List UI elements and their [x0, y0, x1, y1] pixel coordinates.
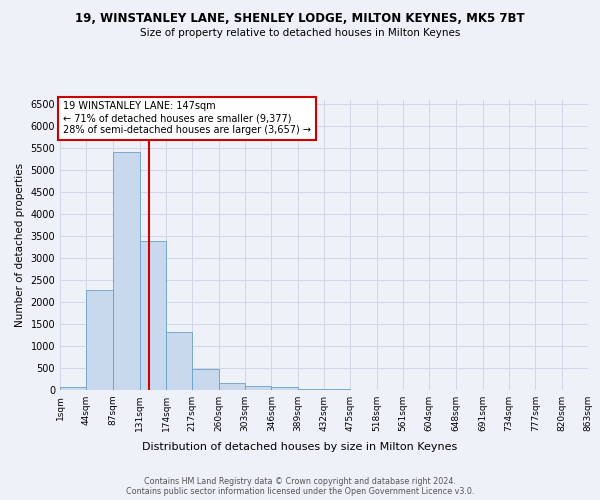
Bar — [166, 332, 193, 390]
Y-axis label: Number of detached properties: Number of detached properties — [15, 163, 25, 327]
Text: Contains HM Land Registry data © Crown copyright and database right 2024.: Contains HM Land Registry data © Crown c… — [144, 476, 456, 486]
Bar — [271, 387, 298, 390]
Text: 19, WINSTANLEY LANE, SHENLEY LODGE, MILTON KEYNES, MK5 7BT: 19, WINSTANLEY LANE, SHENLEY LODGE, MILT… — [75, 12, 525, 26]
Bar — [60, 387, 86, 390]
Bar — [113, 152, 140, 390]
Bar — [193, 369, 218, 390]
Text: Distribution of detached houses by size in Milton Keynes: Distribution of detached houses by size … — [142, 442, 458, 452]
Bar — [140, 242, 166, 390]
Bar — [298, 388, 324, 390]
Bar — [245, 386, 271, 390]
Text: Size of property relative to detached houses in Milton Keynes: Size of property relative to detached ho… — [140, 28, 460, 38]
Text: Contains public sector information licensed under the Open Government Licence v3: Contains public sector information licen… — [126, 486, 474, 496]
Bar — [218, 383, 245, 390]
Text: 19 WINSTANLEY LANE: 147sqm
← 71% of detached houses are smaller (9,377)
28% of s: 19 WINSTANLEY LANE: 147sqm ← 71% of deta… — [62, 102, 311, 134]
Bar — [86, 290, 113, 390]
